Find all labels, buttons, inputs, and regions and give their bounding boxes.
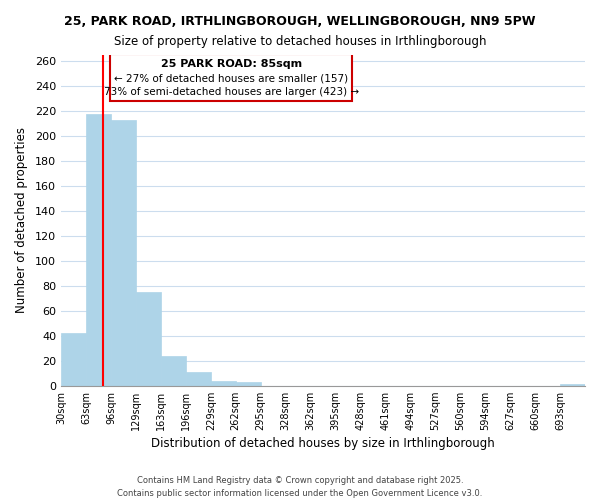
- Bar: [161, 356, 186, 386]
- Bar: [61, 334, 86, 386]
- Text: Contains public sector information licensed under the Open Government Licence v3: Contains public sector information licen…: [118, 488, 482, 498]
- Text: Size of property relative to detached houses in Irthlingborough: Size of property relative to detached ho…: [114, 35, 486, 48]
- Bar: [211, 380, 236, 386]
- Bar: [236, 382, 260, 386]
- Text: Contains HM Land Registry data © Crown copyright and database right 2025.: Contains HM Land Registry data © Crown c…: [137, 476, 463, 485]
- Text: ← 27% of detached houses are smaller (157): ← 27% of detached houses are smaller (15…: [114, 74, 348, 84]
- Y-axis label: Number of detached properties: Number of detached properties: [15, 128, 28, 314]
- FancyBboxPatch shape: [110, 54, 352, 101]
- Text: 25, PARK ROAD, IRTHLINGBOROUGH, WELLINGBOROUGH, NN9 5PW: 25, PARK ROAD, IRTHLINGBOROUGH, WELLINGB…: [64, 15, 536, 28]
- Text: 73% of semi-detached houses are larger (423) →: 73% of semi-detached houses are larger (…: [104, 88, 359, 98]
- Bar: [136, 292, 161, 386]
- Bar: [186, 372, 211, 386]
- X-axis label: Distribution of detached houses by size in Irthlingborough: Distribution of detached houses by size …: [151, 437, 495, 450]
- Bar: [560, 384, 585, 386]
- Text: 25 PARK ROAD: 85sqm: 25 PARK ROAD: 85sqm: [161, 58, 302, 68]
- Bar: [111, 120, 136, 386]
- Bar: [86, 114, 111, 386]
